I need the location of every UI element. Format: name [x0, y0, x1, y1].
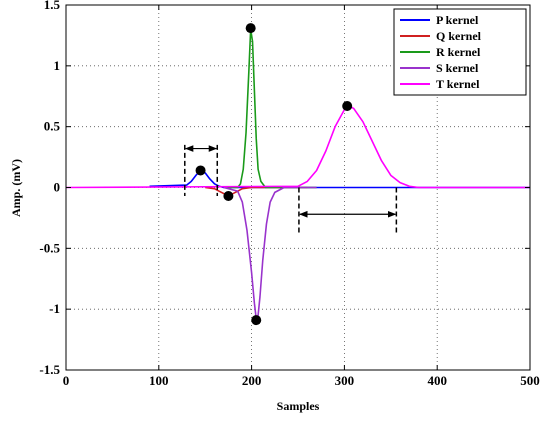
y-tick-label: 0.5: [44, 119, 61, 134]
peak-marker: [342, 100, 353, 111]
peak-marker: [195, 165, 206, 176]
annotation-layer: [184, 144, 398, 234]
legend-label: R kernel: [436, 45, 481, 59]
x-tick-label: 300: [335, 373, 355, 388]
x-tick-label: 100: [149, 373, 169, 388]
x-tick-label: 200: [242, 373, 262, 388]
marker-layer: [195, 23, 353, 326]
legend-label: P kernel: [436, 13, 479, 27]
legend-label: Q kernel: [436, 29, 482, 43]
peak-marker: [223, 191, 234, 202]
y-axis-label: Amp. (mV): [9, 159, 23, 217]
y-tick-label: -0.5: [39, 240, 60, 255]
y-tick-label: -1.5: [39, 362, 60, 377]
series-line-r-kernel: [223, 28, 317, 189]
tick-layer: 0 100 200 300 400 500 -1.5 -1 -0.5 0 0.5 1 1.5: [39, 0, 539, 388]
legend: P kernel Q kernel R kernel S kernel T kernel: [393, 8, 527, 96]
series-line-s-kernel: [223, 186, 317, 320]
peak-marker: [251, 315, 262, 326]
y-tick-label: 1: [54, 58, 61, 73]
peak-marker: [245, 23, 256, 34]
legend-label: S kernel: [436, 61, 479, 75]
y-tick-label: 1.5: [44, 0, 61, 12]
x-axis-label: Samples: [277, 399, 320, 413]
x-tick-label: 500: [520, 373, 540, 388]
series-line-t-kernel: [65, 105, 530, 189]
x-tick-label: 0: [63, 373, 70, 388]
y-tick-label: 0: [54, 180, 61, 195]
legend-label: T kernel: [436, 77, 480, 91]
y-tick-label: -1: [49, 301, 60, 316]
x-tick-label: 400: [427, 373, 447, 388]
